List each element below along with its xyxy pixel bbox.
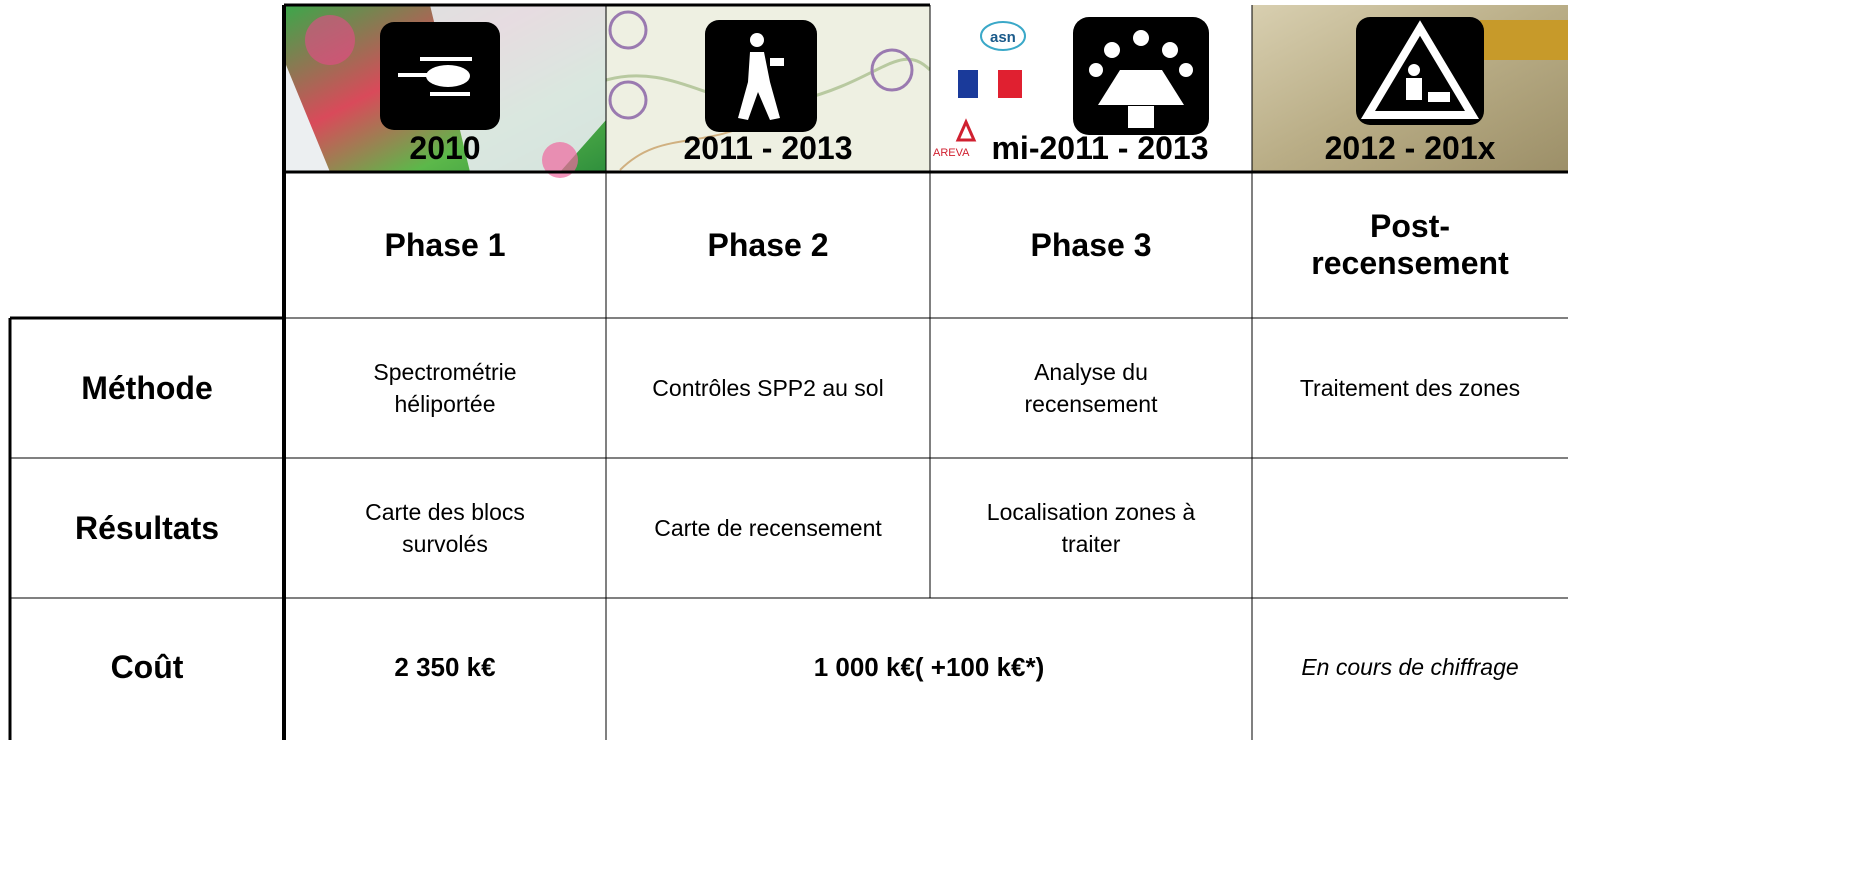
column-header: Phase 3 bbox=[930, 172, 1252, 318]
year-label: 2012 - 201x bbox=[1252, 128, 1568, 168]
year-label: 2011 - 2013 bbox=[606, 128, 930, 168]
column-header: Phase 1 bbox=[284, 172, 606, 318]
cell: Contrôles SPP2 au sol bbox=[606, 318, 930, 458]
cell: Spectrométrie héliportée bbox=[284, 318, 606, 458]
year-label: 2010 bbox=[284, 128, 606, 168]
page: asn AREVA 20102011 - 2013mi-2011 - 20132… bbox=[0, 0, 1858, 869]
row-label: Résultats bbox=[10, 458, 284, 598]
column-header: Phase 2 bbox=[606, 172, 930, 318]
logo-text: asn bbox=[990, 29, 1016, 46]
cell: Carte des blocs survolés bbox=[284, 458, 606, 598]
cell: Traitement des zones bbox=[1252, 318, 1568, 458]
cell: Localisation zones à traiter bbox=[930, 458, 1252, 598]
cell: En cours de chiffrage bbox=[1252, 598, 1568, 737]
row-label: Méthode bbox=[10, 318, 284, 458]
cell: Carte de recensement bbox=[606, 458, 930, 598]
year-label: mi-2011 - 2013 bbox=[950, 128, 1250, 168]
column-header: Post-recensement bbox=[1252, 172, 1568, 318]
row-label: Coût bbox=[10, 598, 284, 737]
cell: Analyse du recensement bbox=[930, 318, 1252, 458]
cell: 1 000 k€( +100 k€*) bbox=[606, 598, 1252, 737]
cell: 2 350 k€ bbox=[284, 598, 606, 737]
